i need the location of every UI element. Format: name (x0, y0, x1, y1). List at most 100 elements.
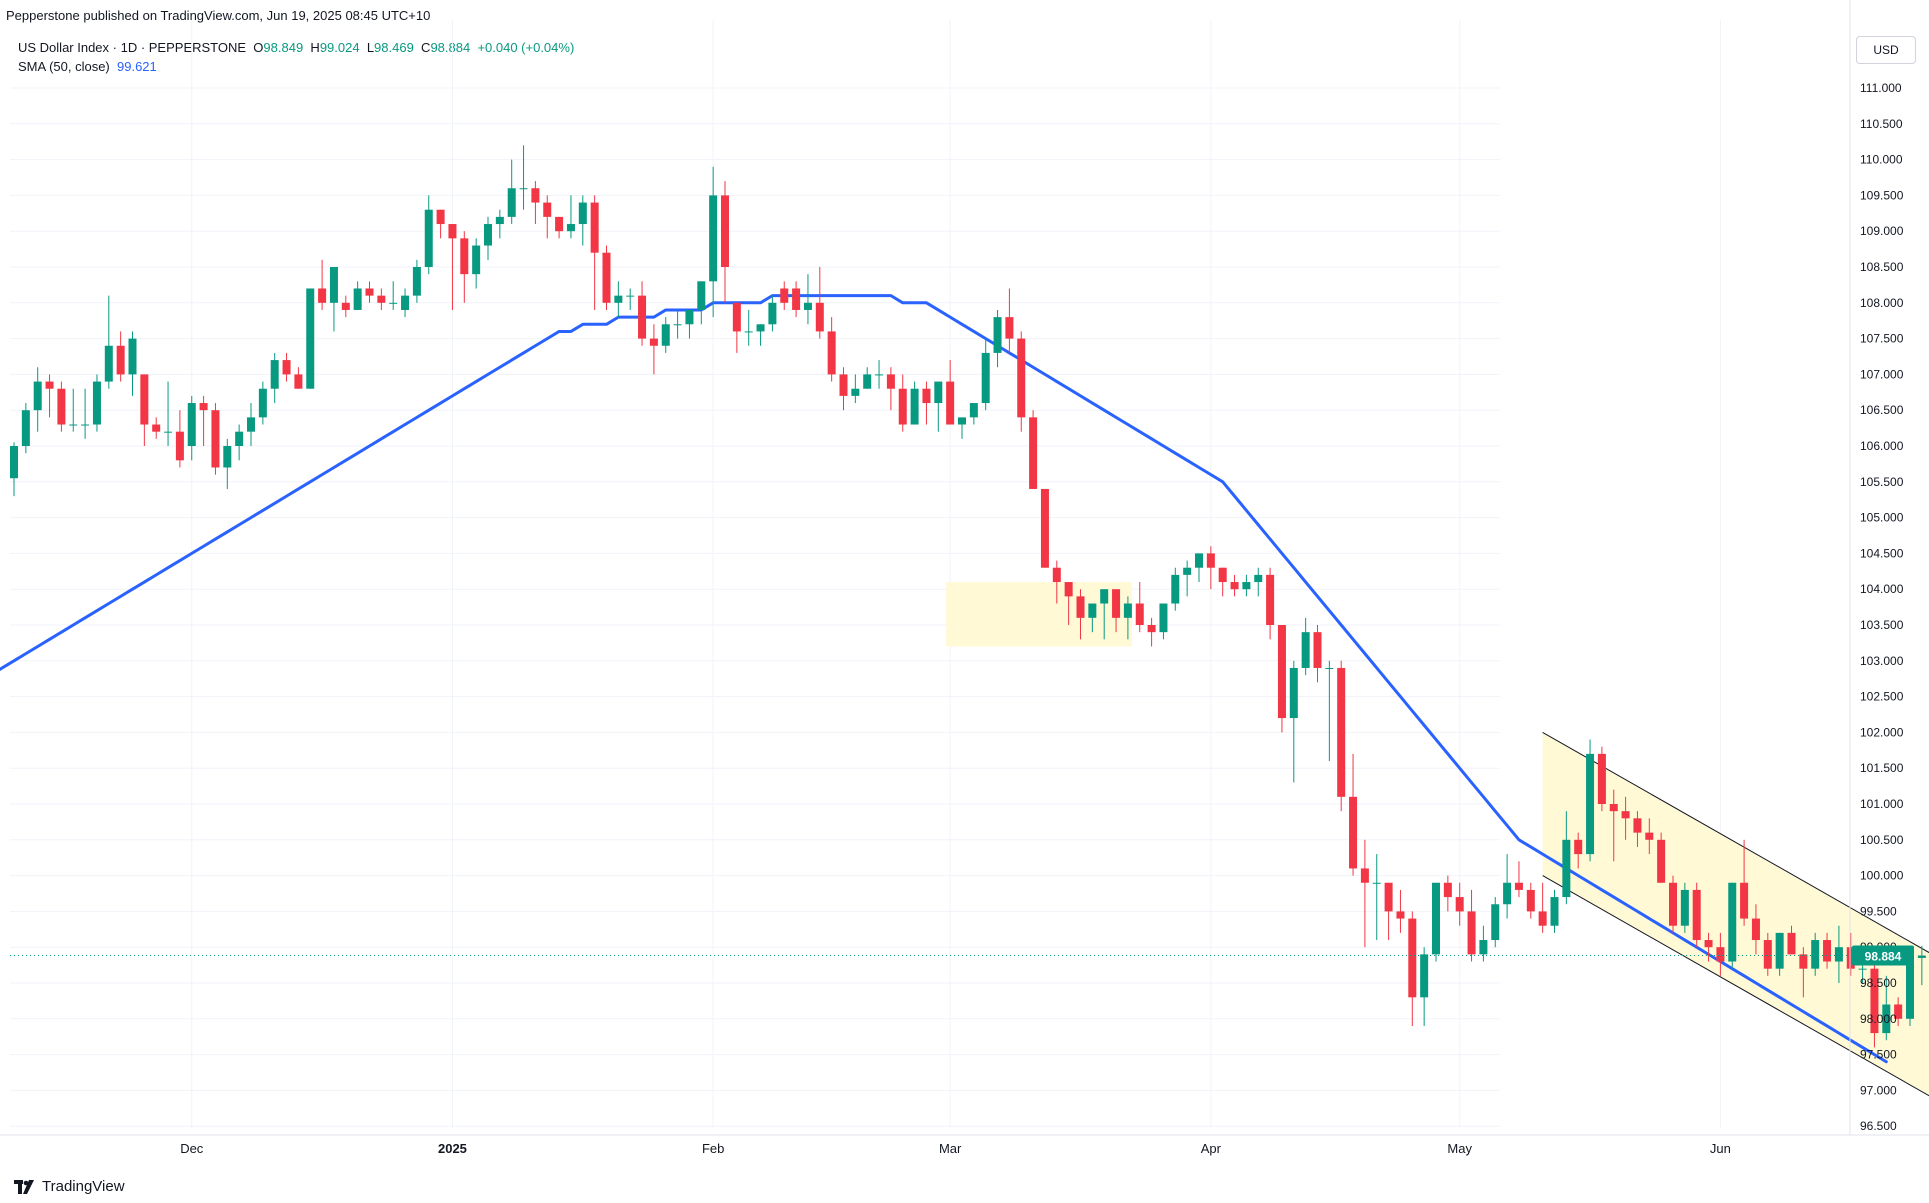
candle-body (436, 209, 445, 225)
candle-body (732, 302, 741, 332)
candle-up (1100, 589, 1109, 640)
legend-high: 99.024 (319, 40, 360, 55)
y-tick-label: 102.000 (1860, 725, 1904, 739)
candle-body (1894, 1004, 1903, 1019)
candle-body (1420, 954, 1429, 998)
candle-up (81, 388, 90, 439)
candle-body (922, 388, 931, 404)
candle-up (10, 442, 18, 497)
candle-body (803, 302, 812, 310)
grid (10, 20, 1721, 1128)
legend-symbol[interactable]: US Dollar Index · 1D · PEPPERSTONE (18, 40, 247, 55)
publisher-line: Pepperstone published on TradingView.com… (6, 8, 431, 23)
candle-down (1455, 882, 1464, 926)
legend-sma-row: SMA (50, close) 99.621 (18, 57, 574, 76)
candle-body (92, 381, 101, 425)
candle-up (661, 317, 670, 353)
candle-down (1799, 947, 1808, 998)
candle-down (1349, 753, 1358, 876)
candle-down (199, 395, 208, 446)
candle-up (803, 274, 812, 325)
candle-body (1277, 625, 1286, 719)
candle-down (1384, 882, 1393, 941)
candle-down (649, 324, 658, 375)
channel-lower-line (1542, 875, 1929, 1097)
legend-open: 98.849 (263, 40, 304, 55)
candle-up (1325, 660, 1334, 762)
candle-up (578, 195, 587, 246)
legend-low: 98.469 (374, 40, 414, 55)
candle-body (1159, 603, 1168, 633)
candle-body (341, 302, 350, 310)
y-tick-label: 101.500 (1860, 761, 1904, 775)
candle-up (33, 367, 42, 432)
footer-brand-label: TradingView (42, 1178, 125, 1195)
legend-change: +0.040 (+0.04%) (477, 40, 575, 55)
candle-up (768, 295, 777, 332)
candle-series (10, 145, 1926, 1048)
y-tick-label: 105.000 (1860, 511, 1904, 525)
candle-down (377, 288, 386, 310)
y-tick-label: 98.500 (1860, 976, 1897, 990)
x-tick-label: Feb (702, 1141, 724, 1156)
candle-up (1088, 603, 1097, 633)
candle-body (638, 295, 647, 339)
candle-down (1633, 811, 1642, 847)
candle-body (1562, 839, 1571, 898)
candle-up (1242, 574, 1251, 597)
candle-body (827, 331, 836, 375)
candle-body (57, 388, 66, 425)
candle-body (1218, 567, 1227, 583)
candle-body (1834, 947, 1843, 962)
candle-body (116, 345, 125, 375)
candle-body (140, 374, 149, 425)
candle-up (424, 195, 433, 275)
candle-body (495, 216, 504, 225)
footer-brand[interactable]: TradingView (14, 1178, 125, 1195)
candle-body (744, 331, 753, 333)
candle-body (1823, 940, 1832, 962)
legend-symbol-row: US Dollar Index · 1D · PEPPERSTONE O98.8… (18, 38, 574, 57)
candle-body (661, 324, 670, 346)
candle-body (1514, 882, 1523, 890)
legend-sma-value: 99.621 (117, 59, 157, 74)
candle-body (1301, 632, 1310, 668)
candle-body (780, 288, 789, 303)
candle-up (223, 438, 232, 489)
candle-up (756, 324, 765, 346)
candle-body (1491, 904, 1500, 941)
candle-up (235, 424, 244, 461)
candle-down (1740, 839, 1749, 926)
candle-down (1787, 925, 1796, 955)
candle-up (1680, 882, 1689, 933)
candle-down (1266, 567, 1275, 640)
candle-body (1325, 667, 1334, 669)
candle-down (1230, 574, 1239, 597)
currency-button[interactable]: USD (1856, 36, 1916, 64)
candle-down (1076, 589, 1085, 640)
candle-body (1846, 947, 1855, 969)
candle-body (401, 295, 410, 310)
candle-body (294, 374, 303, 389)
candle-down (211, 403, 220, 475)
candle-up (875, 360, 884, 389)
candle-body (1360, 868, 1369, 883)
y-tick-label: 97.000 (1860, 1083, 1897, 1097)
candle-down (365, 281, 374, 303)
candle-body (412, 267, 421, 296)
candle-body (1787, 932, 1796, 955)
y-tick-label: 110.000 (1860, 153, 1903, 167)
candle-down (175, 410, 184, 468)
candle-body (1503, 882, 1512, 905)
candle-down (1621, 796, 1630, 840)
candle-up (1906, 954, 1914, 1026)
candle-body (649, 338, 658, 346)
candle-down (1337, 660, 1346, 812)
candle-down (1538, 882, 1547, 933)
legend-sma-label[interactable]: SMA (50, close) (18, 59, 110, 74)
candle-body (1432, 882, 1440, 955)
channel-upper-line (1542, 731, 1929, 954)
candle-up (21, 403, 30, 454)
y-tick-label: 96.500 (1860, 1119, 1897, 1133)
